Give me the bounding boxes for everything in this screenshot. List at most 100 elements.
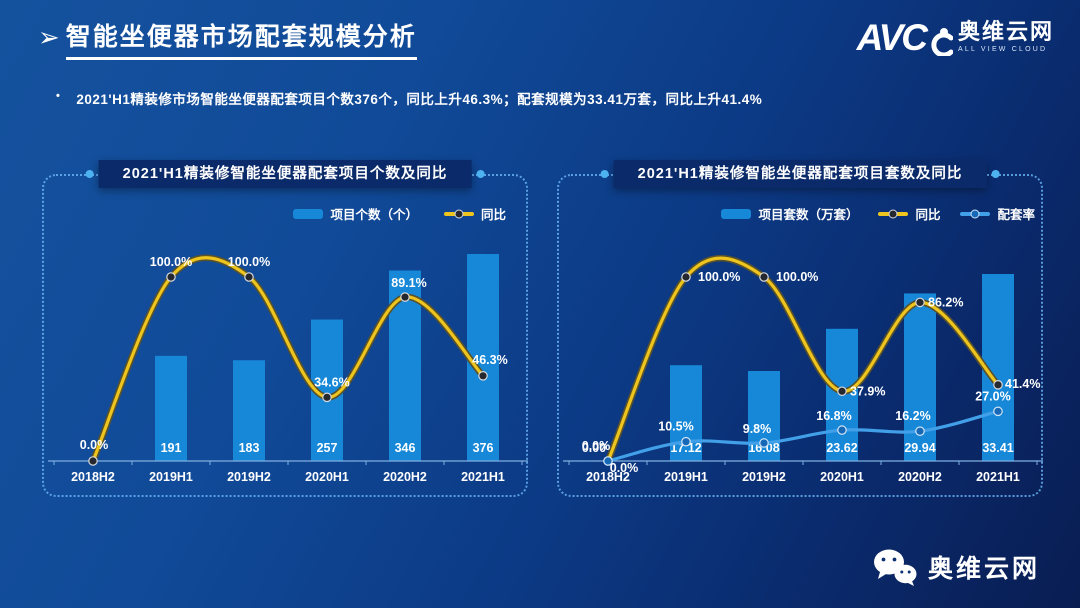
line-marker — [88, 456, 98, 466]
line-marker — [915, 426, 925, 436]
count-chart-legend: 项目个数（个） 同比 — [42, 204, 506, 223]
volume-chart-panel: 2021'H1精装修智能坐便器配套项目套数及同比 项目套数（万套） 同比 配套率 2… — [557, 160, 1043, 497]
bar — [233, 360, 265, 461]
avc-logo: AVC 奥维云网 ALL VIEW CLOUD — [857, 18, 1054, 56]
line-marker — [915, 297, 925, 308]
yoy-line-group: 0.0% 100.0% 100.0% 34.6% 89.1% 46.3% — [80, 254, 508, 466]
legend-label: 同比 — [915, 208, 941, 222]
line-value-label: 16.8% — [816, 409, 851, 423]
line-marker — [993, 380, 1003, 390]
bar-labels: 0.00 17.12 16.08 23.62 29.94 33.41 — [582, 441, 1014, 455]
x-axis-label: 2018H2 — [586, 470, 630, 484]
bar — [155, 355, 187, 461]
legend-marker-dot — [454, 209, 464, 218]
bar-value-label: 17.12 — [670, 441, 701, 455]
wechat-account-name: 奥维云网 — [927, 555, 1040, 583]
legend-label: 项目个数（个） — [330, 208, 418, 222]
x-axis-label: 2018H2 — [71, 470, 115, 484]
line-value-label: 41.4% — [1005, 377, 1040, 391]
x-axis: 2018H2 2019H1 2019H2 2020H1 2020H2 2021H1 — [563, 460, 1043, 484]
count-chart-title: 2021'H1精装修智能坐便器配套项目个数及同比 — [85, 160, 485, 188]
x-axis-label: 2019H2 — [227, 470, 271, 484]
title-arrow-icon: ➢ — [38, 22, 60, 52]
line-value-label: 0.0% — [582, 439, 611, 453]
line-value-label: 100.0% — [776, 270, 818, 284]
x-axis-label: 2020H2 — [383, 470, 427, 484]
x-axis-label: 2019H2 — [742, 470, 786, 484]
x-axis-label: 2020H1 — [305, 470, 349, 484]
volume-chart-title: 2021'H1精装修智能坐便器配套项目套数及同比 — [600, 160, 1000, 188]
page-title: ➢ 智能坐便器市场配套规模分析 — [38, 22, 417, 61]
legend-label: 项目套数（万套） — [758, 208, 859, 222]
bar-labels: 191 183 257 346 376 — [161, 441, 494, 455]
summary-text: 2021'H1精装修市场智能坐便器配套项目个数376个，同比上升46.3%；配套… — [76, 92, 763, 107]
line-value-label: 9.8% — [743, 422, 772, 436]
line-value-label: 46.3% — [472, 353, 507, 367]
summary-bullet: • 2021'H1精装修市场智能坐便器配套项目个数376个，同比上升46.3%；… — [56, 88, 1046, 108]
legend-label: 配套率 — [997, 208, 1035, 222]
line-marker — [837, 425, 847, 435]
legend-line-swatch — [960, 209, 991, 218]
count-chart-panel: 2021'H1精装修智能坐便器配套项目个数及同比 项目个数（个） 同比 2018H… — [42, 160, 528, 497]
x-axis-label: 2020H2 — [898, 470, 942, 484]
bullet-marker: • — [56, 90, 61, 102]
avc-logo-en: ALL VIEW CLOUD — [957, 46, 1048, 54]
legend-bar-swatch — [721, 208, 752, 219]
bar-value-label: 257 — [317, 441, 338, 455]
line-marker — [993, 406, 1003, 417]
volume-chart: 2018H2 2019H1 2019H2 2020H1 2020H2 2021H1 0.00… — [563, 254, 1043, 484]
line-value-label: 0.0% — [80, 438, 109, 452]
line-marker — [759, 272, 769, 282]
person-icon — [931, 28, 953, 56]
bar-value-label: 29.94 — [904, 441, 935, 455]
x-axis-label: 2021H1 — [976, 470, 1020, 484]
x-axis-label: 2021H1 — [461, 470, 505, 484]
legend-marker-dot — [970, 209, 980, 218]
bar-value-label: 346 — [395, 441, 416, 455]
line-value-label: 0.0% — [610, 461, 639, 475]
legend-label: 同比 — [480, 208, 506, 222]
line-value-label: 89.1% — [391, 276, 426, 290]
page-title-text: 智能坐便器市场配套规模分析 — [65, 22, 417, 61]
bar-value-label: 33.41 — [982, 441, 1013, 455]
line-marker — [400, 292, 410, 302]
avc-logo-text: AVC — [856, 16, 928, 58]
wechat-footer: 奥维云网 — [872, 548, 1040, 586]
legend-line-swatch — [443, 209, 474, 218]
volume-chart-legend: 项目套数（万套） 同比 配套率 — [557, 204, 1035, 223]
bar-value-label: 23.62 — [826, 441, 857, 455]
line-value-label: 100.0% — [150, 255, 192, 269]
line-marker — [166, 272, 176, 282]
bar-value-label: 0.00 — [582, 441, 606, 455]
line-value-label: 86.2% — [928, 295, 963, 309]
line-marker — [837, 386, 847, 397]
line-value-label: 100.0% — [228, 255, 270, 269]
rate-line-group: 0.0% 10.5% 9.8% 16.8% 16.2% 27.0% — [603, 389, 1011, 475]
line-value-label: 37.9% — [850, 384, 885, 398]
line-marker — [478, 371, 488, 381]
avc-logo-cn: 奥维云网 — [957, 19, 1054, 45]
volume-chart-title-text: 2021'H1精装修智能坐便器配套项目套数及同比 — [637, 166, 963, 182]
line-path — [606, 409, 1000, 463]
x-axis-label: 2019H1 — [149, 470, 193, 484]
line-marker — [759, 438, 769, 448]
x-axis-label: 2019H1 — [664, 470, 708, 484]
line-marker — [322, 392, 332, 403]
avc-logo-wordmark: 奥维云网 ALL VIEW CLOUD — [957, 19, 1054, 54]
bars-group — [155, 254, 499, 461]
line-marker — [681, 272, 691, 282]
x-axis-label: 2020H1 — [820, 470, 864, 484]
legend-item: 项目个数（个） — [293, 204, 418, 223]
line-marker — [681, 436, 691, 447]
wechat-icon — [873, 549, 917, 586]
line-marker — [244, 272, 254, 282]
bar-value-label: 191 — [161, 441, 182, 455]
line-value-label: 34.6% — [314, 375, 349, 389]
legend-bar-swatch — [293, 208, 324, 219]
legend-marker-dot — [888, 209, 898, 218]
bar-value-label: 376 — [473, 441, 494, 455]
legend-line-swatch — [878, 209, 909, 218]
legend-item: 配套率 — [960, 204, 1035, 223]
bar-value-label: 183 — [239, 441, 260, 455]
